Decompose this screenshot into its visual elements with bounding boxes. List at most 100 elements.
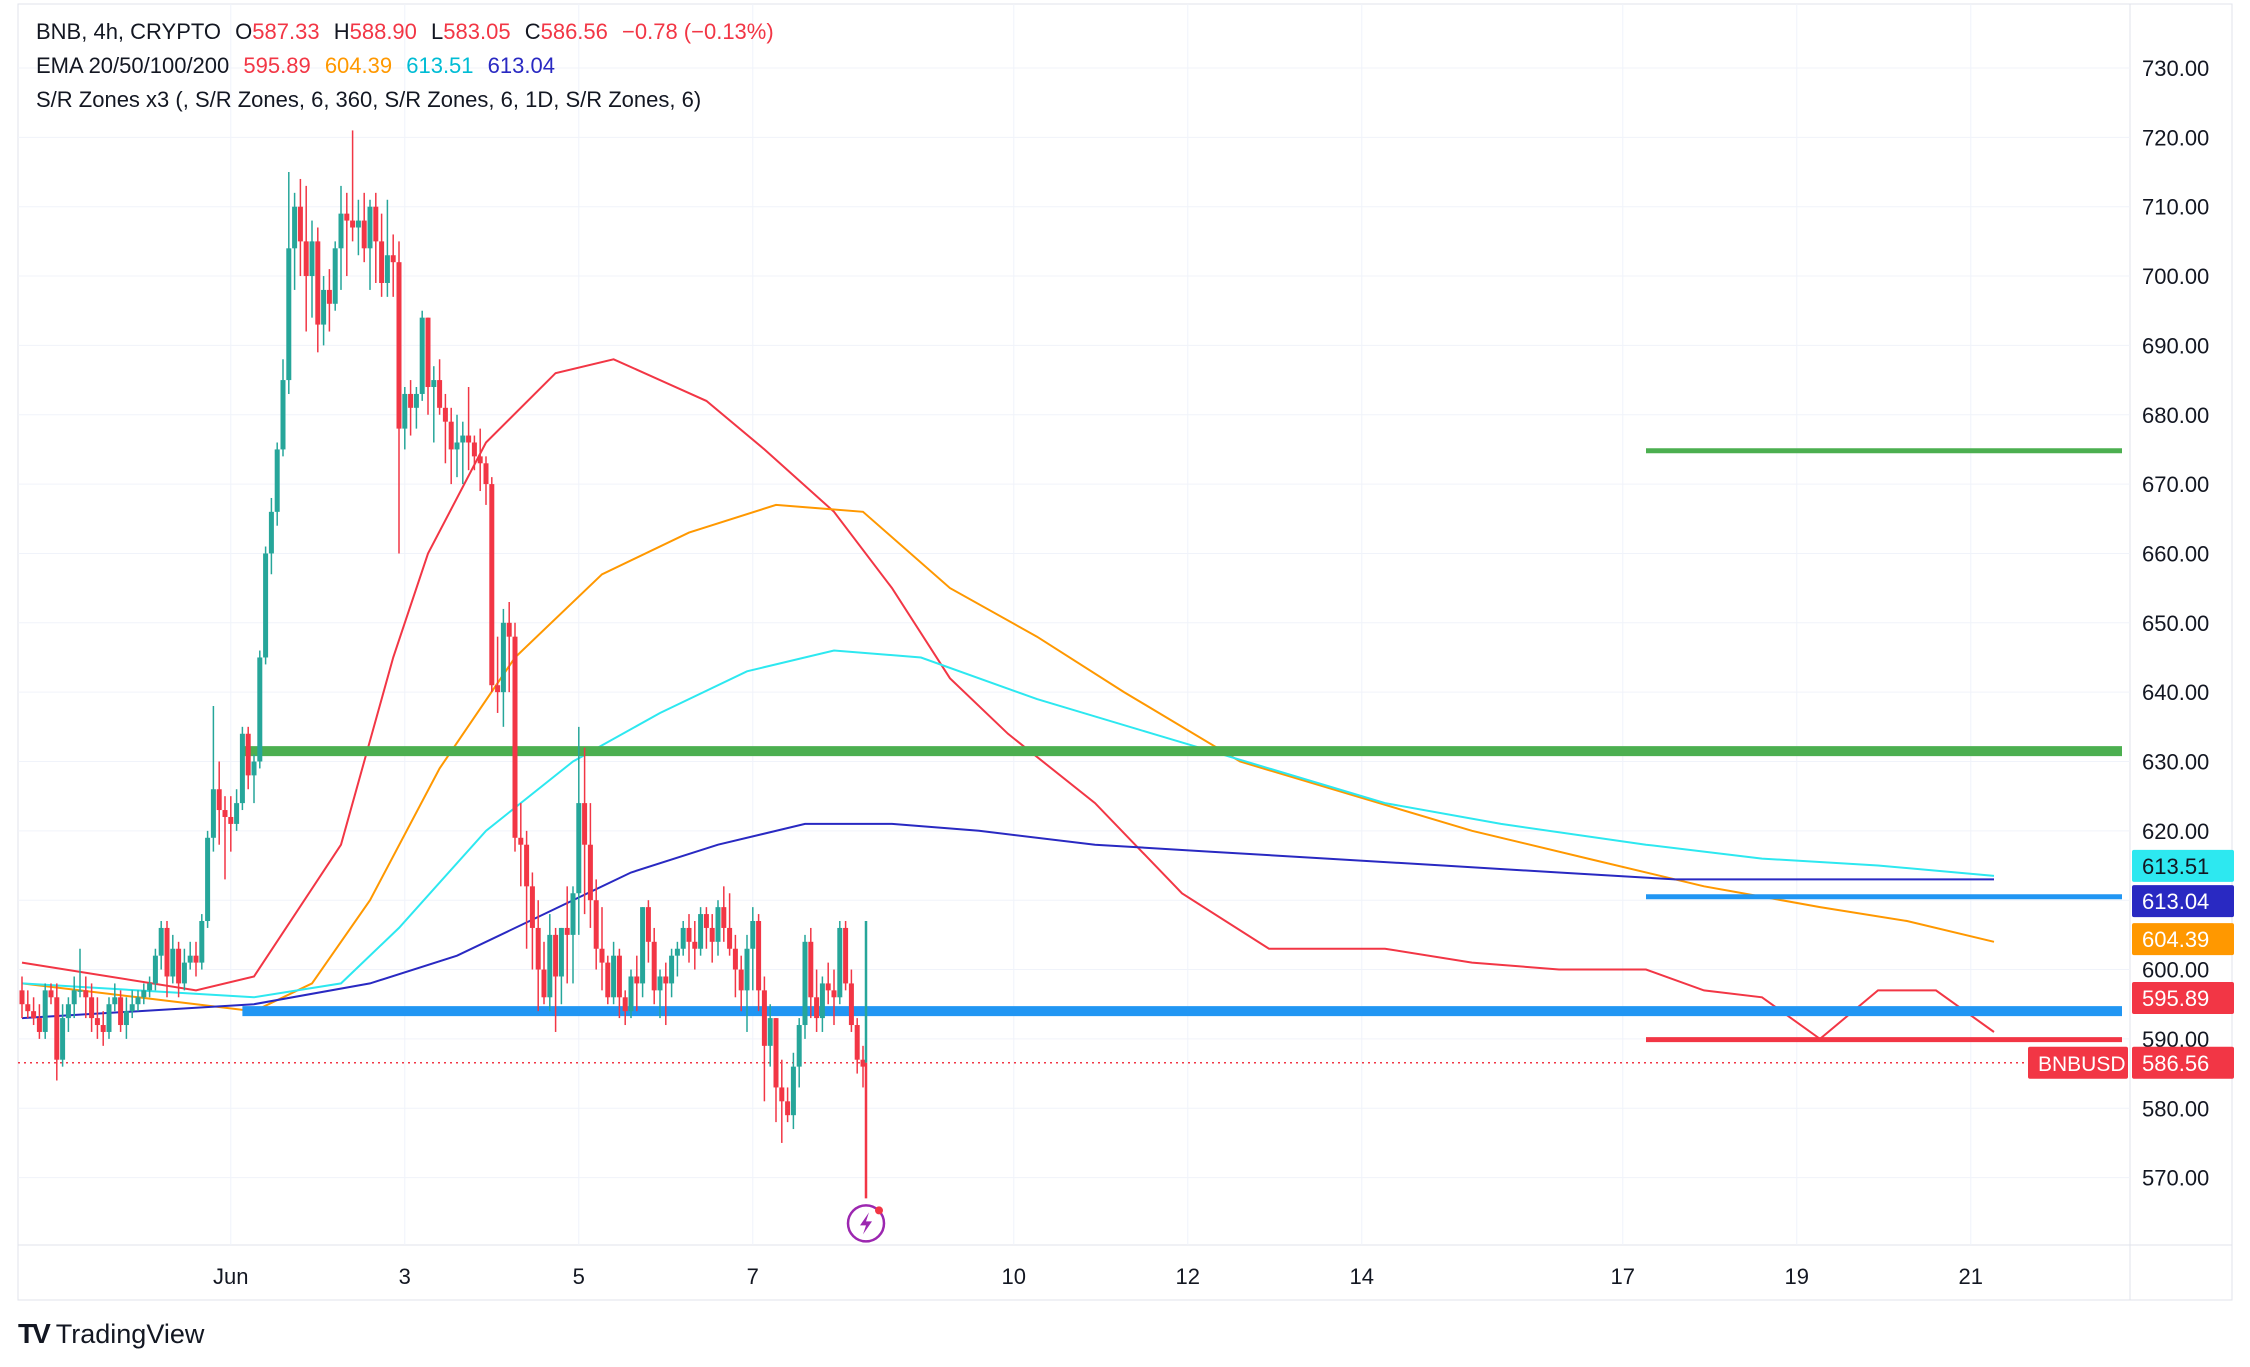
candle-body bbox=[413, 393, 419, 408]
candle-body bbox=[303, 241, 309, 277]
candle-body bbox=[680, 927, 686, 949]
candle bbox=[669, 948, 675, 998]
candle-body bbox=[686, 927, 692, 942]
candle-body bbox=[350, 220, 356, 228]
price-label-bg bbox=[2132, 923, 2234, 956]
candle bbox=[570, 886, 576, 984]
candle bbox=[350, 130, 356, 242]
x-tick-label: 12 bbox=[1176, 1264, 1200, 1289]
candle-body bbox=[744, 948, 750, 991]
candle-body bbox=[541, 969, 547, 998]
candle-body bbox=[558, 927, 564, 977]
candle bbox=[89, 983, 95, 1032]
candle bbox=[466, 387, 472, 471]
low-label: L bbox=[431, 19, 444, 44]
candle bbox=[292, 192, 298, 290]
candle bbox=[535, 900, 541, 1012]
candle-body bbox=[819, 983, 825, 1019]
y-tick-label: 600.00 bbox=[2142, 958, 2209, 983]
candle-body bbox=[448, 421, 454, 450]
candle bbox=[31, 997, 37, 1026]
candle bbox=[541, 941, 547, 1005]
candle-body bbox=[344, 213, 350, 221]
candle-body bbox=[860, 1059, 866, 1067]
candle-body bbox=[135, 997, 141, 1005]
candle bbox=[848, 969, 854, 1032]
candle-body bbox=[703, 914, 709, 928]
candle-body bbox=[605, 962, 611, 998]
y-tick-label: 620.00 bbox=[2142, 819, 2209, 844]
sr-legend[interactable]: S/R Zones x3 (, S/R Zones, 6, 360, S/R Z… bbox=[36, 84, 709, 116]
candle bbox=[309, 220, 315, 318]
candle-body bbox=[297, 206, 303, 242]
candle-body bbox=[442, 407, 448, 422]
candle-body bbox=[106, 1004, 112, 1032]
candle-body bbox=[738, 969, 744, 991]
candle bbox=[100, 1011, 106, 1046]
ema-legend[interactable]: EMA 20/50/100/200 595.89 604.39 613.51 6… bbox=[36, 50, 563, 82]
price-label-bg bbox=[2132, 885, 2234, 918]
x-tick-label: 5 bbox=[573, 1264, 585, 1289]
candle-body bbox=[164, 927, 170, 977]
candle bbox=[268, 497, 274, 575]
y-tick-label: 730.00 bbox=[2142, 56, 2209, 81]
chart-frame bbox=[17, 3, 2233, 1301]
candle bbox=[216, 761, 222, 845]
candle bbox=[686, 914, 692, 963]
candle bbox=[814, 969, 820, 1032]
candle bbox=[761, 976, 767, 1102]
ema-line-ema100 bbox=[21, 649, 1995, 999]
candle bbox=[831, 969, 837, 1026]
x-tick-label: 19 bbox=[1785, 1264, 1809, 1289]
candle bbox=[135, 990, 141, 1012]
candle-body bbox=[396, 262, 402, 429]
candle-body bbox=[477, 456, 483, 464]
candle bbox=[576, 726, 582, 935]
tradingview-logo[interactable]: TV TradingView bbox=[18, 1318, 204, 1350]
candle-body bbox=[570, 893, 576, 935]
candle-body bbox=[361, 220, 367, 249]
candle bbox=[616, 948, 622, 1019]
candle-body bbox=[390, 255, 396, 263]
lightning-alert-icon bbox=[846, 1204, 886, 1243]
candle bbox=[106, 997, 112, 1039]
candle bbox=[785, 1087, 791, 1123]
candle bbox=[228, 796, 234, 852]
candle-body bbox=[222, 810, 228, 817]
candle bbox=[77, 948, 83, 998]
candle bbox=[495, 636, 501, 713]
candle-body bbox=[379, 241, 385, 283]
candle bbox=[251, 754, 257, 804]
candle bbox=[512, 622, 518, 852]
candle bbox=[437, 359, 443, 415]
candle bbox=[500, 608, 506, 727]
candle-body bbox=[483, 463, 489, 485]
candle bbox=[698, 907, 704, 956]
candle-body bbox=[170, 948, 176, 977]
candle bbox=[483, 456, 489, 505]
candle-body bbox=[181, 962, 187, 984]
candle bbox=[297, 178, 303, 277]
candle bbox=[94, 997, 100, 1039]
candle-body bbox=[152, 955, 158, 984]
candle bbox=[634, 955, 640, 1012]
symbol-label[interactable]: BNB, 4h, CRYPTO bbox=[36, 19, 222, 44]
sr-label: S/R Zones x3 (, S/R Zones, 6, 360, S/R Z… bbox=[36, 87, 702, 112]
candle bbox=[193, 941, 199, 977]
x-tick-label: 14 bbox=[1350, 1264, 1374, 1289]
price-label: 586.56 bbox=[2142, 1051, 2209, 1076]
x-tick-label: 3 bbox=[399, 1264, 411, 1289]
y-tick-label: 650.00 bbox=[2142, 611, 2209, 636]
candle-body bbox=[518, 837, 524, 845]
y-tick-label: 570.00 bbox=[2142, 1166, 2209, 1191]
candle bbox=[239, 726, 245, 811]
candle-body bbox=[750, 921, 756, 949]
candle bbox=[657, 969, 663, 1019]
candle bbox=[564, 886, 570, 984]
ema200-value: 613.04 bbox=[487, 53, 555, 78]
ema50-value: 604.39 bbox=[324, 53, 393, 78]
candle-body bbox=[193, 955, 199, 963]
candle-body bbox=[94, 1018, 100, 1026]
candle-body bbox=[669, 955, 675, 984]
